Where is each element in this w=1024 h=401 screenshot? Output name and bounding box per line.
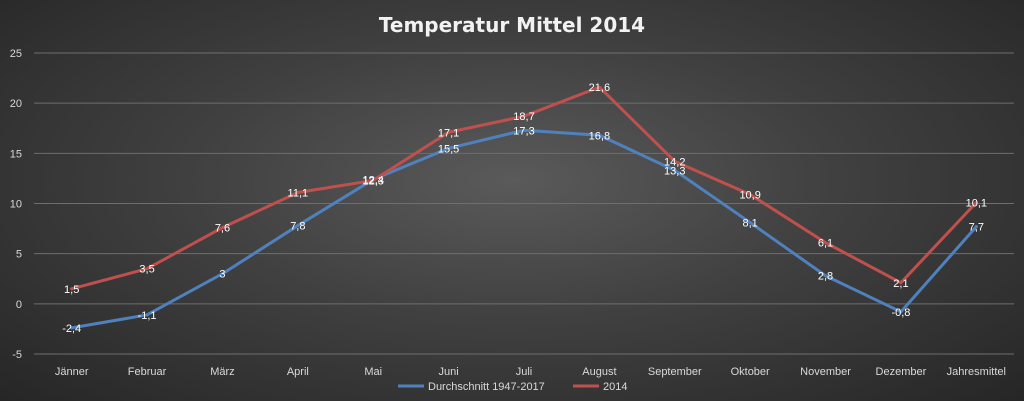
data-label: -0,8 <box>891 307 910 319</box>
x-tick-label: Juli <box>516 366 533 378</box>
data-label: 14,2 <box>664 156 685 168</box>
x-tick-label: Dezember <box>876 366 927 378</box>
data-label: 17,1 <box>438 127 459 139</box>
data-point <box>522 114 526 118</box>
data-label: 8,1 <box>743 218 758 230</box>
data-label: 7,7 <box>969 222 984 234</box>
data-point <box>145 267 149 271</box>
chart-title: Temperatur Mittel 2014 <box>379 13 645 37</box>
x-tick-label: Juni <box>439 366 459 378</box>
data-point <box>748 221 752 225</box>
x-tick-label: Februar <box>128 366 167 378</box>
data-point <box>220 226 224 230</box>
data-label: 3,5 <box>139 264 154 276</box>
data-point <box>974 225 978 229</box>
data-label: 12,4 <box>363 174 384 186</box>
data-label: 10,1 <box>966 197 987 209</box>
series-line-0 <box>70 128 978 330</box>
x-tick-label: November <box>800 366 851 378</box>
x-tick-label: März <box>210 366 234 378</box>
data-label: 15,5 <box>438 143 459 155</box>
y-tick-label: 15 <box>10 148 22 160</box>
data-label: 11,1 <box>288 187 309 199</box>
data-label: 7,8 <box>290 221 305 233</box>
data-point <box>824 241 828 245</box>
data-point <box>296 190 300 194</box>
y-tick-label: 25 <box>10 48 22 60</box>
x-tick-label: August <box>582 366 616 378</box>
data-point <box>145 313 149 317</box>
data-point <box>70 326 74 330</box>
data-label: 7,6 <box>215 223 230 235</box>
data-point <box>597 85 601 89</box>
data-point <box>220 272 224 276</box>
data-label: 2,8 <box>818 271 833 283</box>
data-label: -2,4 <box>62 323 81 335</box>
y-tick-label: 10 <box>10 199 22 211</box>
data-label: 1,5 <box>64 284 79 296</box>
data-label: 13,3 <box>664 165 685 177</box>
data-label: 2,1 <box>893 278 908 290</box>
data-label: 10,9 <box>739 189 760 201</box>
data-point <box>447 130 451 134</box>
data-label: 12,3 <box>363 175 384 187</box>
y-tick-label: 20 <box>10 98 22 110</box>
data-label: 17,3 <box>513 125 534 137</box>
data-point <box>899 281 903 285</box>
x-tick-label: April <box>287 366 309 378</box>
x-tick-label: September <box>648 366 702 378</box>
data-point <box>899 310 903 314</box>
data-point <box>673 159 677 163</box>
x-tick-label: Mai <box>364 366 382 378</box>
data-point <box>447 146 451 150</box>
data-label: -1,1 <box>138 310 157 322</box>
data-label: 21,6 <box>589 82 610 94</box>
x-tick-label: Oktober <box>731 366 770 378</box>
y-tick-label: -5 <box>12 349 22 361</box>
data-point <box>597 133 601 137</box>
data-point <box>70 287 74 291</box>
x-tick-label: Jänner <box>55 366 89 378</box>
y-tick-label: 0 <box>16 299 22 311</box>
data-point <box>748 192 752 196</box>
data-point <box>371 178 375 182</box>
data-label: 16,8 <box>589 130 610 142</box>
x-tick-label: Jahresmittel <box>947 366 1006 378</box>
data-label: 18,7 <box>513 111 534 123</box>
legend-label: 2014 <box>603 381 627 393</box>
data-point <box>296 224 300 228</box>
data-point <box>974 200 978 204</box>
y-tick-label: 5 <box>16 249 22 261</box>
data-point <box>522 128 526 132</box>
data-label: 3 <box>219 269 225 281</box>
data-label: 6,1 <box>818 238 833 250</box>
data-point <box>824 274 828 278</box>
data-point <box>673 168 677 172</box>
legend-label: Durchschnitt 1947-2017 <box>428 381 545 393</box>
